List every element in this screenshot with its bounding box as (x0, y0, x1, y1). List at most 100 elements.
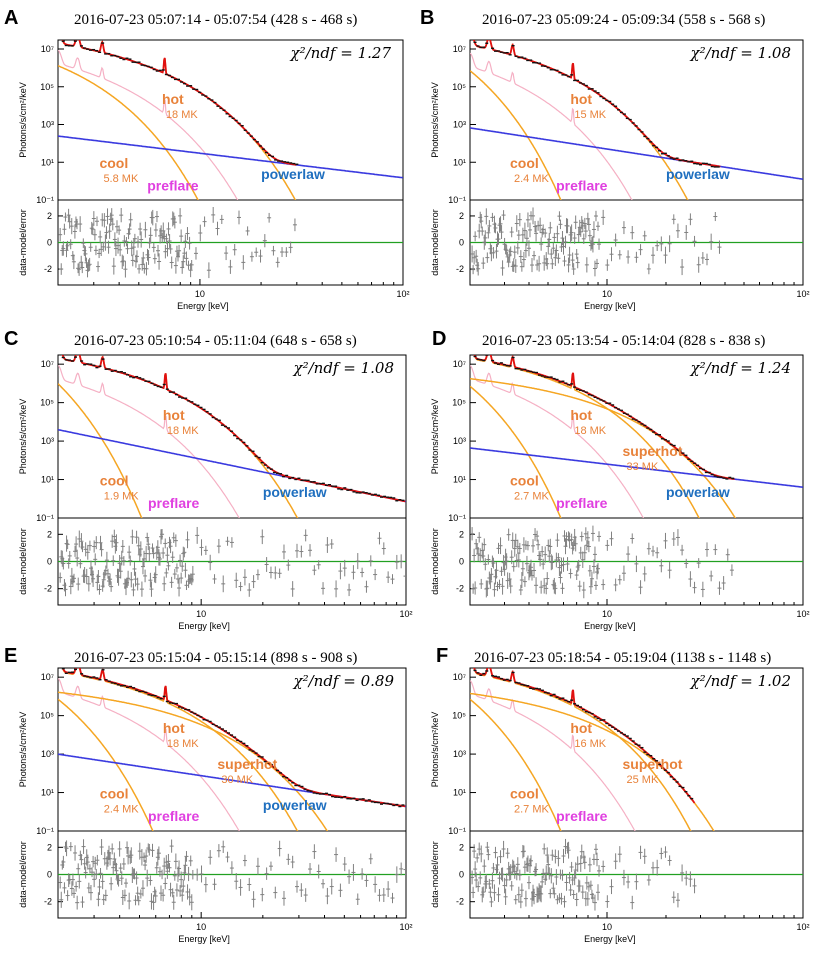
panel-title: 2016-07-23 05:07:14 - 05:07:54 (428 s - … (74, 12, 357, 28)
hot-label: hot (570, 91, 592, 107)
powerlaw-label: powerlaw (263, 484, 327, 500)
x-tick-label: 10 (196, 922, 206, 932)
panel-F: F 2016-07-23 05:18:54 - 05:19:04 (1138 s … (430, 645, 810, 944)
residual-tick-label: 2 (459, 842, 464, 852)
preflare-label: preflare (556, 177, 608, 193)
x-tick-label: 10² (796, 609, 809, 619)
curves (470, 40, 803, 200)
y-tick-label: 10⁵ (452, 82, 466, 92)
preflare-curve (470, 365, 644, 518)
residual-tick-label: 2 (459, 211, 464, 221)
x-tick-label: 10² (796, 289, 809, 299)
residual-tick-label: -2 (44, 584, 52, 594)
cool-curve (470, 698, 562, 831)
cool-temperature: 2.7 MK (514, 803, 550, 815)
panel-title: 2016-07-23 05:10:54 - 05:11:04 (648 s - … (74, 333, 357, 349)
cool-label: cool (99, 155, 128, 171)
y-tick-label: 10⁵ (452, 711, 466, 721)
residual-axis-label: data-model/error (18, 209, 28, 276)
residual-axis-label: data-model/error (18, 841, 28, 908)
hot-temperature: 18 MK (167, 425, 199, 437)
hot-curve (473, 355, 700, 518)
panel-title: 2016-07-23 05:15:04 - 05:15:14 (898 s - … (74, 650, 357, 666)
x-tick-label: 10² (399, 922, 412, 932)
cool-label: cool (510, 472, 539, 488)
y-tick-label: 10¹ (41, 788, 54, 798)
chi2-label: χ²/ndf = 1.27 (290, 44, 392, 62)
residual-tick-label: 0 (459, 238, 464, 248)
residual-tick-label: 2 (47, 211, 52, 221)
y-tick-label: 10⁵ (452, 398, 466, 408)
residual-tick-label: 2 (459, 529, 464, 539)
chi2-label: χ²/ndf = 1.02 (690, 672, 791, 690)
preflare-label: preflare (147, 177, 199, 193)
panel-letter: E (4, 645, 17, 667)
residual-tick-label: -2 (456, 897, 464, 907)
panel-letter: B (420, 7, 434, 29)
x-tick-label: 10 (602, 289, 612, 299)
y-tick-label: 10⁵ (40, 82, 54, 92)
y-tick-label: 10¹ (41, 157, 54, 167)
curves (58, 40, 403, 200)
panel-A: A 2016-07-23 05:07:14 - 05:07:54 (428 s -… (4, 7, 410, 311)
y-tick-label: 10³ (41, 436, 54, 446)
superhot-label: superhot (623, 443, 683, 459)
powerlaw-label: powerlaw (666, 484, 730, 500)
curves (58, 668, 406, 831)
panel-letter: D (432, 328, 446, 350)
panel-title: 2016-07-23 05:09:24 - 05:09:34 (558 s - … (482, 12, 765, 28)
x-tick-label: 10 (602, 609, 612, 619)
powerlaw-curve (470, 447, 803, 488)
y-tick-label: 10⁻¹ (36, 826, 54, 836)
panel-B: B 2016-07-23 05:09:24 - 05:09:34 (558 s -… (420, 7, 810, 311)
preflare-curve (470, 52, 633, 200)
y-tick-label: 10⁻¹ (448, 826, 466, 836)
cool-temperature: 2.4 MK (104, 803, 140, 815)
superhot-temperature: 25 MK (627, 774, 659, 786)
y-tick-label: 10⁻¹ (448, 513, 466, 523)
cool-label: cool (100, 472, 129, 488)
y-tick-label: 10³ (41, 749, 54, 759)
x-tick-label: 10 (196, 609, 206, 619)
preflare-label: preflare (556, 808, 608, 824)
powerlaw-label: powerlaw (261, 166, 325, 182)
hot-temperature: 16 MK (574, 738, 606, 750)
total-model-curve (473, 668, 696, 804)
x-axis-label: Energy [keV] (178, 621, 230, 631)
residual-tick-label: 0 (47, 870, 52, 880)
cool-curve (470, 70, 562, 200)
panel-letter: A (4, 7, 18, 29)
y-tick-label: 10³ (453, 436, 466, 446)
residual-axis-label: data-model/error (430, 209, 440, 276)
cool-curve (58, 65, 199, 200)
x-axis-label: Energy [keV] (584, 621, 636, 631)
preflare-curve (58, 365, 240, 518)
chi2-label: χ²/ndf = 1.24 (690, 359, 791, 377)
superhot-label: superhot (217, 756, 277, 772)
residual-axis-label: data-model/error (18, 528, 28, 595)
superhot-label: superhot (623, 756, 683, 772)
residual-tick-label: 0 (47, 238, 52, 248)
preflare-label: preflare (556, 495, 608, 511)
y-tick-label: 10⁻¹ (448, 195, 466, 205)
hot-temperature: 18 MK (166, 109, 198, 121)
hot-label: hot (570, 720, 592, 736)
cool-temperature: 2.4 MK (514, 173, 550, 185)
superhot-curve (470, 377, 737, 518)
residual-tick-label: 0 (459, 557, 464, 567)
residual-tick-label: -2 (44, 897, 52, 907)
y-axis-label: Photons/s/cm²/keV (430, 82, 440, 158)
panel-title: 2016-07-23 05:13:54 - 05:14:04 (828 s - … (482, 333, 765, 349)
y-tick-label: 10⁷ (41, 44, 54, 54)
hot-curve (473, 668, 692, 831)
panel-C: C 2016-07-23 05:10:54 - 05:11:04 (648 s -… (4, 328, 413, 631)
cool-label: cool (510, 785, 539, 801)
y-axis-label: Photons/s/cm²/keV (18, 712, 28, 788)
superhot-curve (470, 692, 715, 831)
cool-label: cool (100, 785, 129, 801)
preflare-curve (58, 678, 240, 831)
y-axis-label: Photons/s/cm²/keV (430, 399, 440, 475)
residual-tick-label: 0 (47, 557, 52, 567)
